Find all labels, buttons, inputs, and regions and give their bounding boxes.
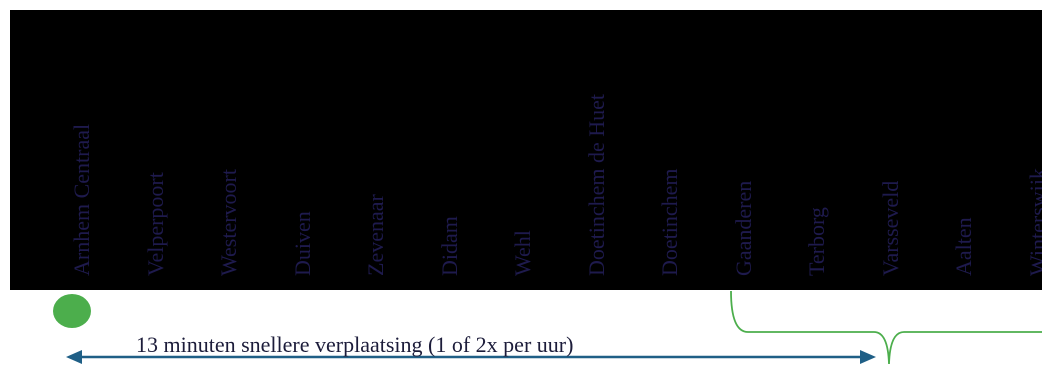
- section-brace: [730, 290, 1042, 365]
- arrow-head-left: [66, 350, 82, 364]
- start-station-marker: [53, 294, 91, 328]
- arrow-head-right: [860, 350, 876, 364]
- speed-caption: 13 minuten snellere verplaatsing (1 of 2…: [136, 332, 574, 357]
- station-band: Arnhem Centraal Velperpoort Westervoort Dui…: [10, 10, 1042, 290]
- speed-arrow: [66, 350, 876, 364]
